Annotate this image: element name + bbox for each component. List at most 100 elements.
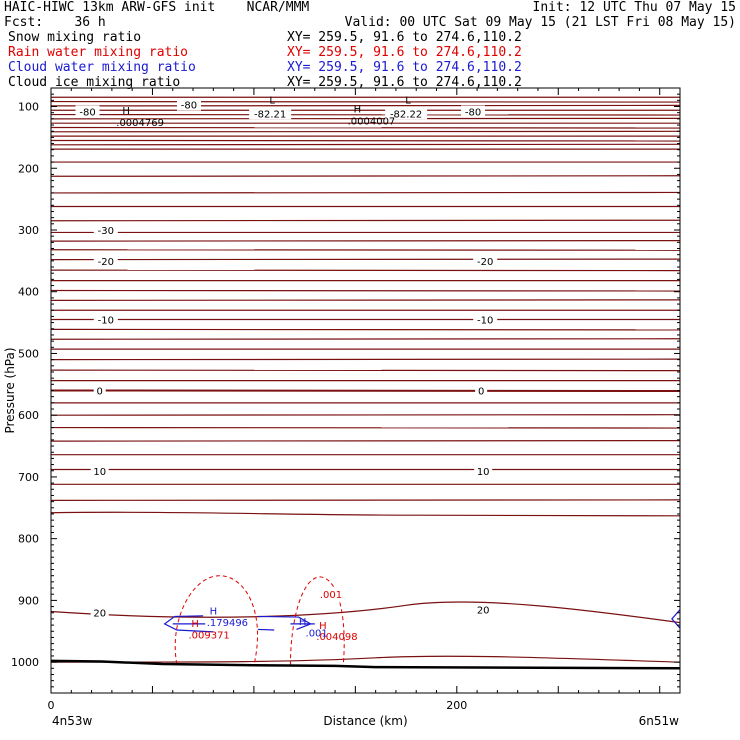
rain-contour-label: .001 — [320, 590, 342, 601]
y-tick-label: 300 — [18, 224, 39, 237]
isotherm-line — [50, 358, 681, 361]
y-tick-label: 100 — [18, 101, 39, 114]
field-rain-xy: XY= 259.5, 91.6 to 274.6,110.2 — [287, 45, 522, 60]
field-snow-name: Snow mixing ratio — [8, 30, 142, 45]
left-corner-label: 4n53w — [52, 714, 93, 728]
extremum-value: .004098 — [316, 632, 357, 643]
high-marker: H — [122, 106, 130, 117]
isotherm-label-bg — [474, 603, 493, 616]
isotherm-label-bg — [90, 464, 109, 477]
isotherm-line — [50, 126, 681, 129]
high-marker: H — [210, 607, 218, 618]
isotherm-line — [50, 249, 681, 251]
y-tick-label: 400 — [18, 286, 39, 299]
field-cloudwater-xy: XY= 259.5, 91.6 to 274.6,110.2 — [287, 60, 522, 75]
isotherm-label-bg — [90, 606, 109, 619]
high-marker: H — [354, 105, 362, 116]
isotherm-line — [50, 414, 681, 416]
cloud-water-contour — [257, 615, 315, 631]
isotherm-label: -80 — [465, 107, 481, 118]
isotherm-line — [50, 299, 681, 302]
isotherm-line — [50, 130, 681, 133]
isotherm-line — [50, 143, 681, 146]
x-axis-label: Distance (km) — [323, 714, 407, 728]
y-tick-label: 900 — [18, 594, 39, 607]
rain-contour — [289, 576, 345, 666]
extremum-value: .009371 — [188, 630, 229, 641]
extremum-value-bg — [385, 107, 428, 120]
isotherm-line — [50, 601, 681, 624]
field-cloudice-xy: XY= 259.5, 91.6 to 274.6,110.2 — [287, 75, 522, 90]
isotherm-label: -10 — [98, 316, 114, 327]
y-axis-label: Pressure (hPa) — [3, 347, 17, 433]
cloud-water-contour — [163, 615, 214, 633]
isotherm-label-bg — [93, 384, 106, 397]
isotherm-line — [50, 440, 681, 442]
extremum-value: -82.21 — [254, 109, 286, 120]
extremum-value: -82.22 — [390, 109, 422, 120]
x-tick-label: 200 — [446, 699, 467, 712]
isotherm-line — [50, 191, 681, 194]
temperature-contours — [50, 96, 681, 663]
isotherm-label: 0 — [478, 387, 484, 398]
isotherm-line — [50, 113, 681, 116]
extremum-value: .179496 — [207, 618, 248, 629]
y-tick-label: 200 — [18, 162, 39, 175]
high-marker: H — [191, 619, 199, 630]
isotherm-line — [50, 240, 681, 242]
isotherm-line — [50, 369, 681, 372]
isotherm-label-bg — [93, 254, 118, 267]
isotherm-label-bg — [473, 313, 498, 326]
isotherm-label-bg — [75, 105, 100, 118]
extremum-value: .0004769 — [116, 118, 164, 129]
isotherm-line — [50, 139, 681, 142]
isotherm-label-bg — [176, 98, 201, 111]
extremum-value-bg — [249, 107, 292, 120]
valid-time: Valid: 00 UTC Sat 09 May 15 (21 LST Fri … — [344, 15, 736, 30]
field-cloudwater-name: Cloud water mixing ratio — [8, 60, 196, 75]
isotherm-line — [50, 100, 681, 103]
isotherm-label: 20 — [477, 606, 490, 617]
isotherm-line — [50, 104, 681, 107]
isotherm-label: 10 — [93, 467, 106, 478]
y-tick-label: 1000 — [11, 656, 39, 669]
isotherm-line — [50, 328, 681, 331]
low-marker: L — [269, 95, 275, 106]
isotherm-line — [50, 389, 681, 392]
isotherm-label-bg — [473, 254, 498, 267]
isotherm-label: 0 — [97, 387, 103, 398]
isotherm-line — [50, 426, 681, 429]
isotherm-line — [50, 499, 681, 502]
rain-contour-label-bg — [316, 588, 347, 601]
field-cloudice-name: Cloud ice mixing ratio — [8, 75, 181, 90]
y-tick-label: 500 — [18, 347, 39, 360]
y-tick-label: 800 — [18, 533, 39, 546]
extremum-value: .001 — [306, 629, 328, 640]
isotherm-line — [50, 219, 681, 222]
isotherm-line — [50, 289, 681, 292]
extremum-value: .0004007 — [348, 117, 396, 128]
isotherm-label: 20 — [93, 609, 106, 620]
isotherm-label-bg — [475, 384, 488, 397]
y-tick-label: 600 — [18, 409, 39, 422]
isotherm-line — [50, 511, 681, 517]
isotherm-label-bg — [93, 313, 118, 326]
isotherm-line — [50, 655, 681, 663]
terrain-line — [50, 659, 681, 670]
field-rain-name: Rain water mixing ratio — [8, 45, 189, 60]
x-tick-label: 0 — [48, 699, 55, 712]
model-title: HAIC-HIWC 13km ARW-GFS init NCAR/MMM — [4, 0, 310, 15]
isotherm-label: -20 — [98, 257, 114, 268]
isotherm-label: 10 — [477, 467, 490, 478]
isotherm-label-bg — [474, 464, 493, 477]
isotherm-line — [50, 175, 681, 177]
forecast-hour: Fcst: 36 h — [4, 15, 106, 30]
init-time: Init: 12 UTC Thu 07 May 15 — [532, 0, 737, 15]
isotherm-label: -80 — [181, 101, 197, 112]
isotherm-line — [50, 338, 681, 340]
isotherm-line — [50, 269, 681, 272]
contour-labels: -80 -80 -80 -30 -20 -20 -10 -10 0 0 10 10 20 20 .001 L -… — [75, 95, 498, 643]
low-marker: L — [405, 95, 411, 106]
